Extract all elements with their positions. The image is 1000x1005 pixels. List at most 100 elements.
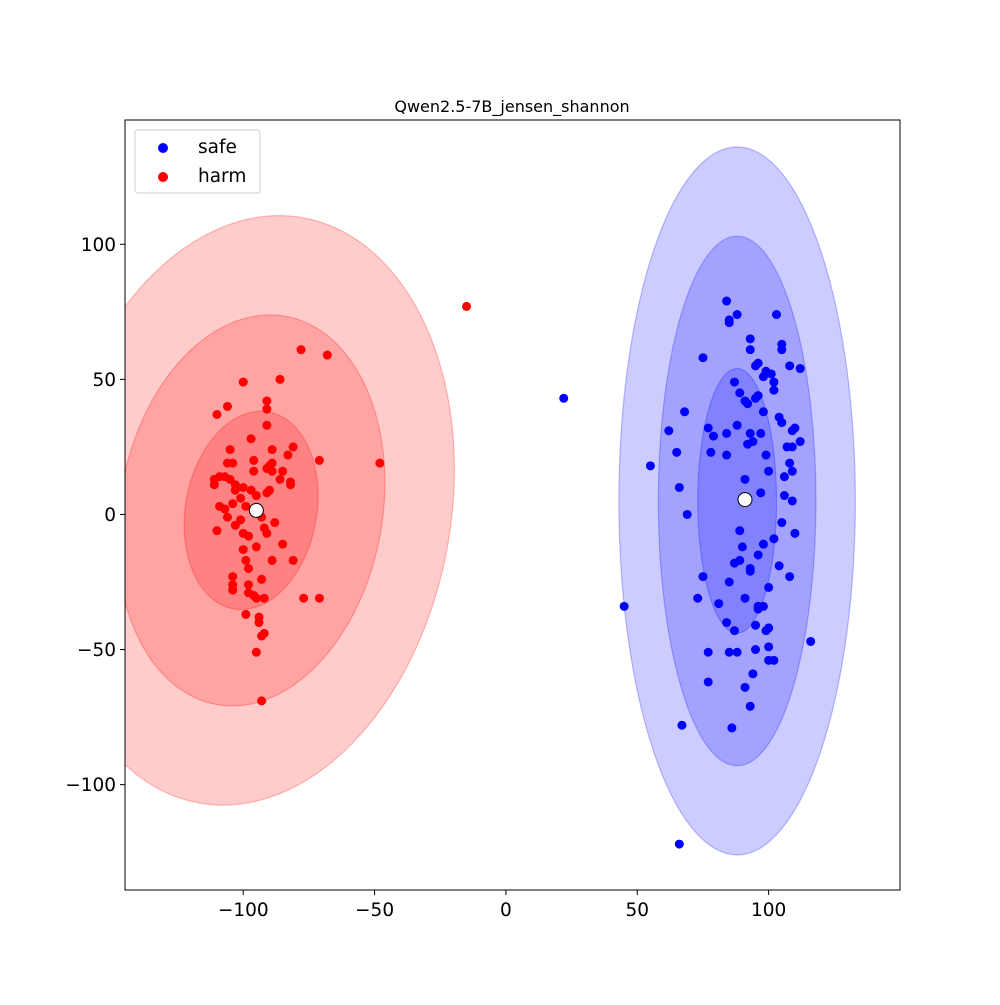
- safe-data-point: [745, 563, 755, 573]
- safe-data-point: [722, 618, 732, 628]
- harm-data-point: [275, 374, 285, 384]
- harm-data-point: [249, 455, 259, 465]
- harm-data-point: [243, 563, 253, 573]
- safe-data-point: [703, 677, 713, 687]
- harm-data-point: [257, 696, 267, 706]
- safe-data-point: [559, 393, 569, 403]
- safe-data-point: [732, 310, 742, 320]
- safe-data-point: [729, 377, 739, 387]
- safe-data-point: [703, 647, 713, 657]
- safe-data-point: [732, 420, 742, 430]
- y-tick-label: 100: [81, 235, 116, 256]
- safe-data-point: [735, 526, 745, 536]
- safe-data-point: [735, 388, 745, 398]
- safe-data-point: [764, 623, 774, 633]
- safe-data-point: [740, 682, 750, 692]
- harm-data-point: [299, 593, 309, 603]
- safe-data-point: [706, 447, 716, 457]
- y-tick-label: 50: [92, 370, 116, 391]
- safe-data-point: [677, 720, 687, 730]
- safe-data-point: [703, 423, 713, 433]
- safe-data-point: [764, 655, 774, 665]
- safe-data-point: [779, 491, 789, 501]
- harm-data-point: [288, 442, 298, 452]
- safe-data-point: [724, 577, 734, 587]
- harm-data-point: [262, 420, 272, 430]
- harm-data-point: [251, 491, 261, 501]
- x-axis: −100 −50 0 50 100: [218, 890, 786, 921]
- centroid-markers: [248, 492, 753, 518]
- x-tick-label: 50: [626, 900, 650, 921]
- harm-data-point: [267, 466, 277, 476]
- safe-data-point: [769, 385, 779, 395]
- safe-data-point: [769, 534, 779, 544]
- safe-data-point: [751, 620, 761, 630]
- harm-data-point: [275, 474, 285, 484]
- x-tick-label: 100: [751, 900, 786, 921]
- harm-data-point: [230, 485, 240, 495]
- harm-data-point: [286, 480, 296, 490]
- safe-data-point: [674, 482, 684, 492]
- legend-label-safe: safe: [198, 137, 237, 158]
- harm-data-point: [278, 539, 288, 549]
- safe-data-point: [722, 428, 732, 438]
- safe-data-point: [751, 645, 761, 655]
- safe-data-point: [777, 345, 787, 355]
- safe-data-point: [790, 528, 800, 538]
- safe-data-point: [758, 407, 768, 417]
- safe-data-point: [693, 593, 703, 603]
- safe-data-point: [740, 593, 750, 603]
- plot-frame: [124, 119, 901, 891]
- safe-data-point: [758, 601, 768, 611]
- safe-data-point: [764, 642, 774, 652]
- harm-data-point: [251, 593, 261, 603]
- safe-data-point: [756, 428, 766, 438]
- harm-data-point: [212, 526, 222, 536]
- safe-data-point: [708, 431, 718, 441]
- legend-marker-harm: [158, 172, 168, 182]
- safe-data-point: [753, 550, 763, 560]
- safe-data-point: [724, 318, 734, 328]
- safe-data-point: [745, 701, 755, 711]
- harm-data-point: [228, 585, 238, 595]
- safe-data-point: [787, 466, 797, 476]
- safe-centroid-marker: [737, 492, 753, 508]
- safe-data-point: [774, 561, 784, 571]
- legend-label-harm: harm: [198, 166, 246, 187]
- harm-data-point: [228, 499, 238, 509]
- y-tick-label: −50: [77, 640, 116, 661]
- harm-data-point: [243, 580, 253, 590]
- safe-data-point: [777, 518, 787, 528]
- safe-data-point: [729, 626, 739, 636]
- harm-data-point: [236, 493, 246, 503]
- harm-data-point: [462, 301, 472, 311]
- harm-data-point: [243, 531, 253, 541]
- safe-data-point: [758, 372, 768, 382]
- harm-data-point: [257, 574, 267, 584]
- harm-data-point: [267, 555, 277, 565]
- safe-data-point: [764, 466, 774, 476]
- harm-data-point: [215, 501, 225, 511]
- harm-data-point: [251, 542, 261, 552]
- safe-data-point: [779, 472, 789, 482]
- y-tick-label: −100: [65, 775, 116, 796]
- safe-data-point: [645, 461, 655, 471]
- safe-data-point: [806, 636, 816, 646]
- harm-data-point: [283, 450, 293, 460]
- safe-data-point: [761, 450, 771, 460]
- safe-data-point: [745, 428, 755, 438]
- harm-data-point: [314, 593, 324, 603]
- safe-data-point: [743, 439, 753, 449]
- safe-data-point: [727, 723, 737, 733]
- safe-data-point: [735, 555, 745, 565]
- harm-data-point: [222, 401, 232, 411]
- harm-data-point: [314, 455, 324, 465]
- harm-data-point: [212, 409, 222, 419]
- harm-data-point: [228, 458, 238, 468]
- safe-data-point: [674, 839, 684, 849]
- confidence-ellipses: [125, 146, 856, 856]
- safe-data-point: [758, 539, 768, 549]
- harm-data-point: [262, 404, 272, 414]
- safe-data-point: [745, 334, 755, 344]
- safe-data-point: [764, 582, 774, 592]
